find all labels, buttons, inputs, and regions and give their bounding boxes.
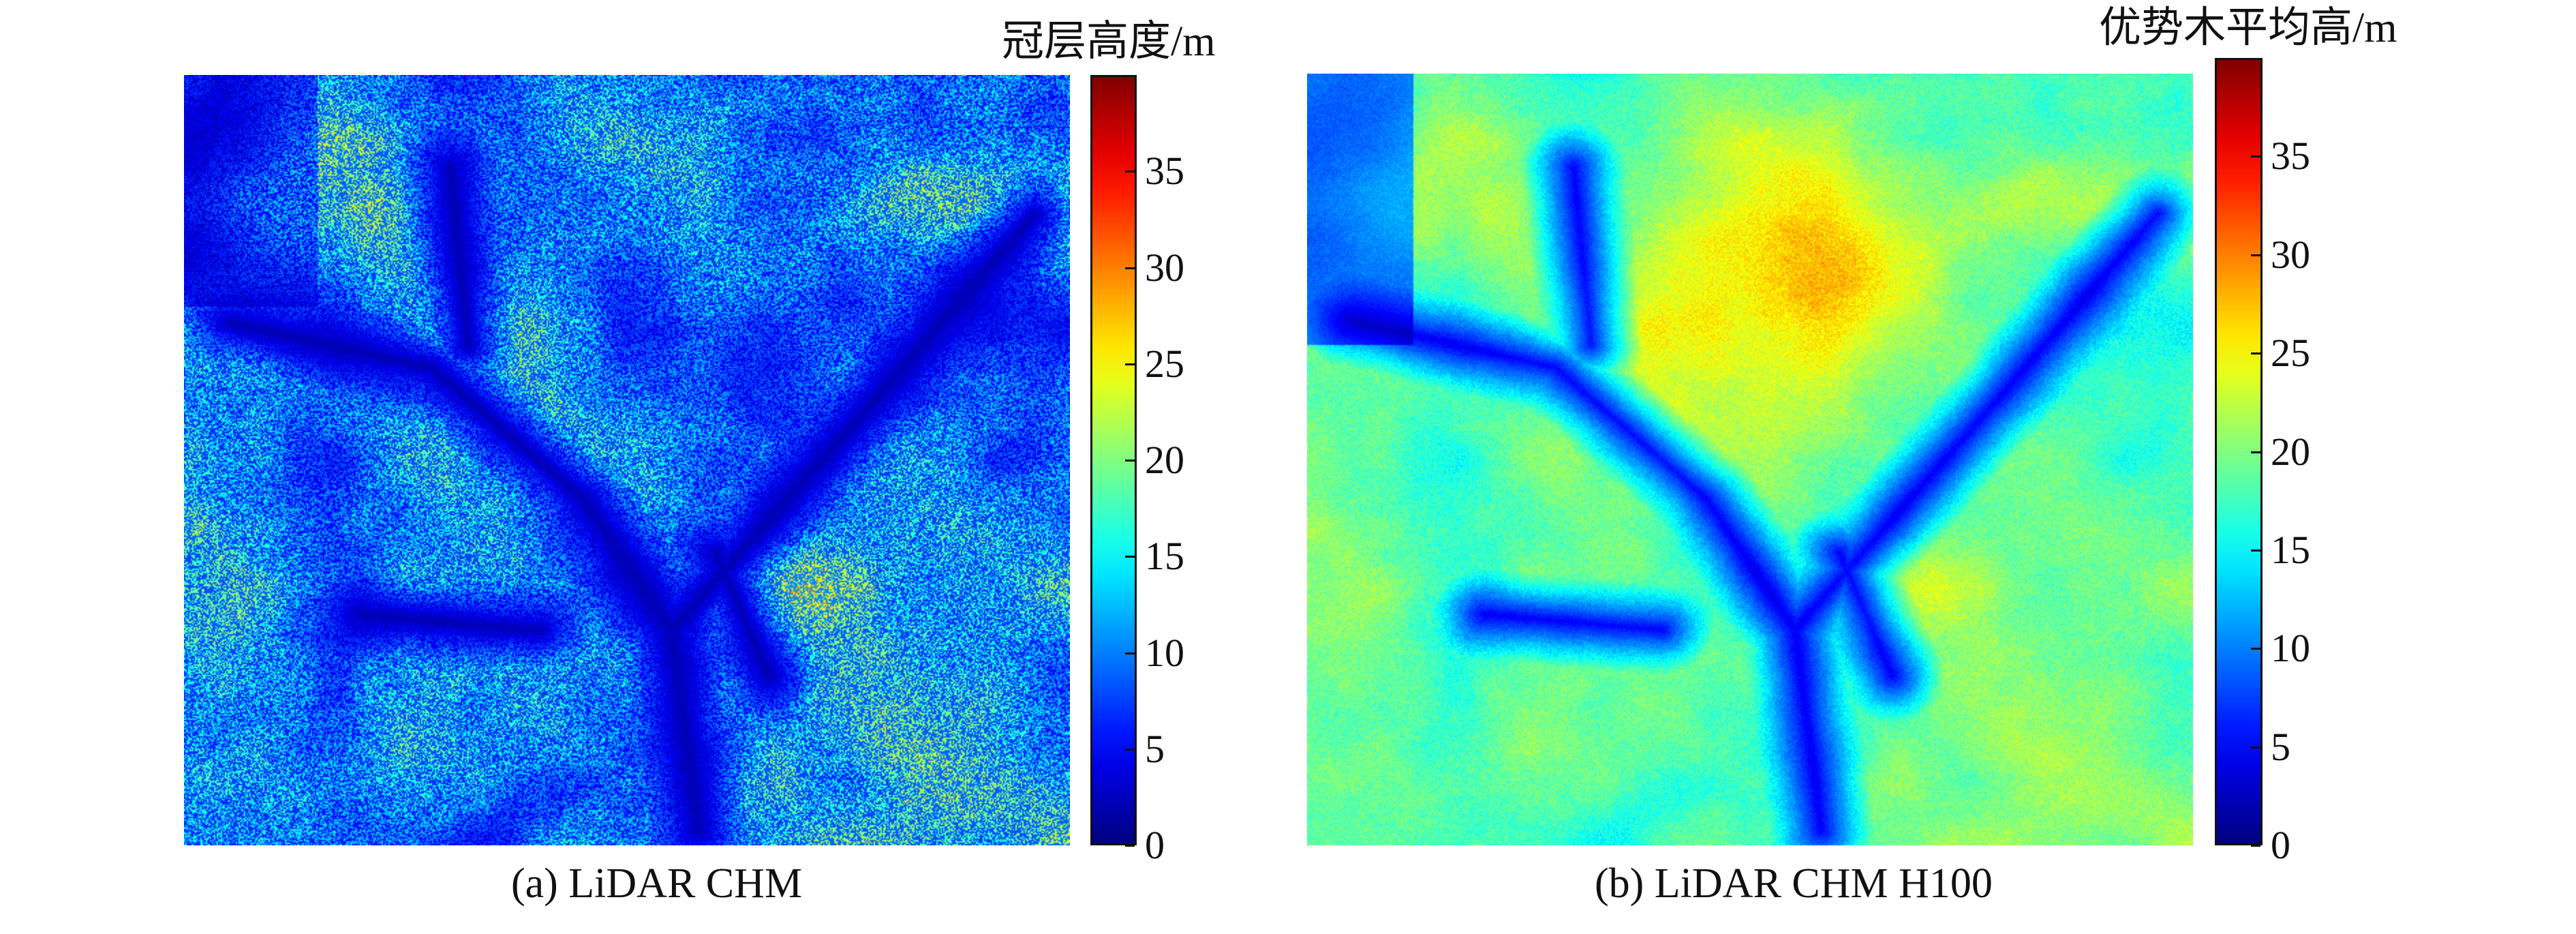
caption-b: (b) LiDAR CHM H100 bbox=[1595, 860, 1993, 907]
colorbar-tick-label: 35 bbox=[1145, 149, 1184, 194]
colorbar-tick-mark bbox=[1125, 460, 1135, 462]
colorbar-tick-label: 10 bbox=[2271, 626, 2310, 671]
colorbar-tick-mark bbox=[1125, 748, 1135, 751]
colorbar-tick-label: 20 bbox=[1145, 438, 1184, 482]
colorbar-tick-mark bbox=[2251, 451, 2260, 453]
colorbar-tick-label: 25 bbox=[1145, 341, 1184, 386]
colorbar-tick-mark bbox=[1125, 267, 1135, 269]
colorbar-tick-label: 30 bbox=[1145, 245, 1184, 290]
colorbar-tick-mark bbox=[2251, 155, 2260, 158]
colorbar-tick-label: 10 bbox=[1145, 630, 1184, 675]
colorbar-title-a: 冠层高度/m bbox=[1002, 18, 1216, 65]
colorbar-tick-label: 5 bbox=[1145, 726, 1165, 771]
colorbar-title-b: 优势木平均高/m bbox=[2099, 5, 2397, 51]
colorbar-tick-mark bbox=[2251, 648, 2260, 650]
colorbar-tick-mark bbox=[2251, 254, 2260, 256]
colorbar-tick-label: 0 bbox=[1145, 823, 1165, 867]
colorbar-tick-label: 5 bbox=[2271, 724, 2290, 769]
colorbar-tick-label: 20 bbox=[2271, 429, 2310, 474]
colorbar-tick-mark bbox=[1125, 170, 1135, 173]
colorbar-tick-mark bbox=[2251, 845, 2260, 847]
colorbar-tick-label: 35 bbox=[2271, 134, 2310, 179]
colorbar-tick-mark bbox=[1125, 363, 1135, 365]
colorbar-tick-label: 15 bbox=[1145, 534, 1184, 579]
colorbar-tick-mark bbox=[2251, 352, 2260, 355]
colorbar-tick-label: 15 bbox=[2271, 527, 2310, 572]
colorbar-tick-mark bbox=[2251, 746, 2260, 749]
colorbar-tick-mark bbox=[1125, 556, 1135, 558]
canopy-height-map bbox=[184, 75, 1070, 845]
colorbar-tick-mark bbox=[2251, 549, 2260, 552]
colorbar-tick-label: 30 bbox=[2271, 232, 2310, 277]
dominant-height-map bbox=[1307, 74, 2193, 845]
colorbar-tick-label: 0 bbox=[2271, 823, 2290, 867]
colorbar-tick-mark bbox=[1125, 652, 1135, 654]
colorbar-tick-mark bbox=[1125, 845, 1135, 847]
colorbar-tick-label: 25 bbox=[2271, 331, 2310, 376]
caption-a: (a) LiDAR CHM bbox=[511, 860, 803, 907]
